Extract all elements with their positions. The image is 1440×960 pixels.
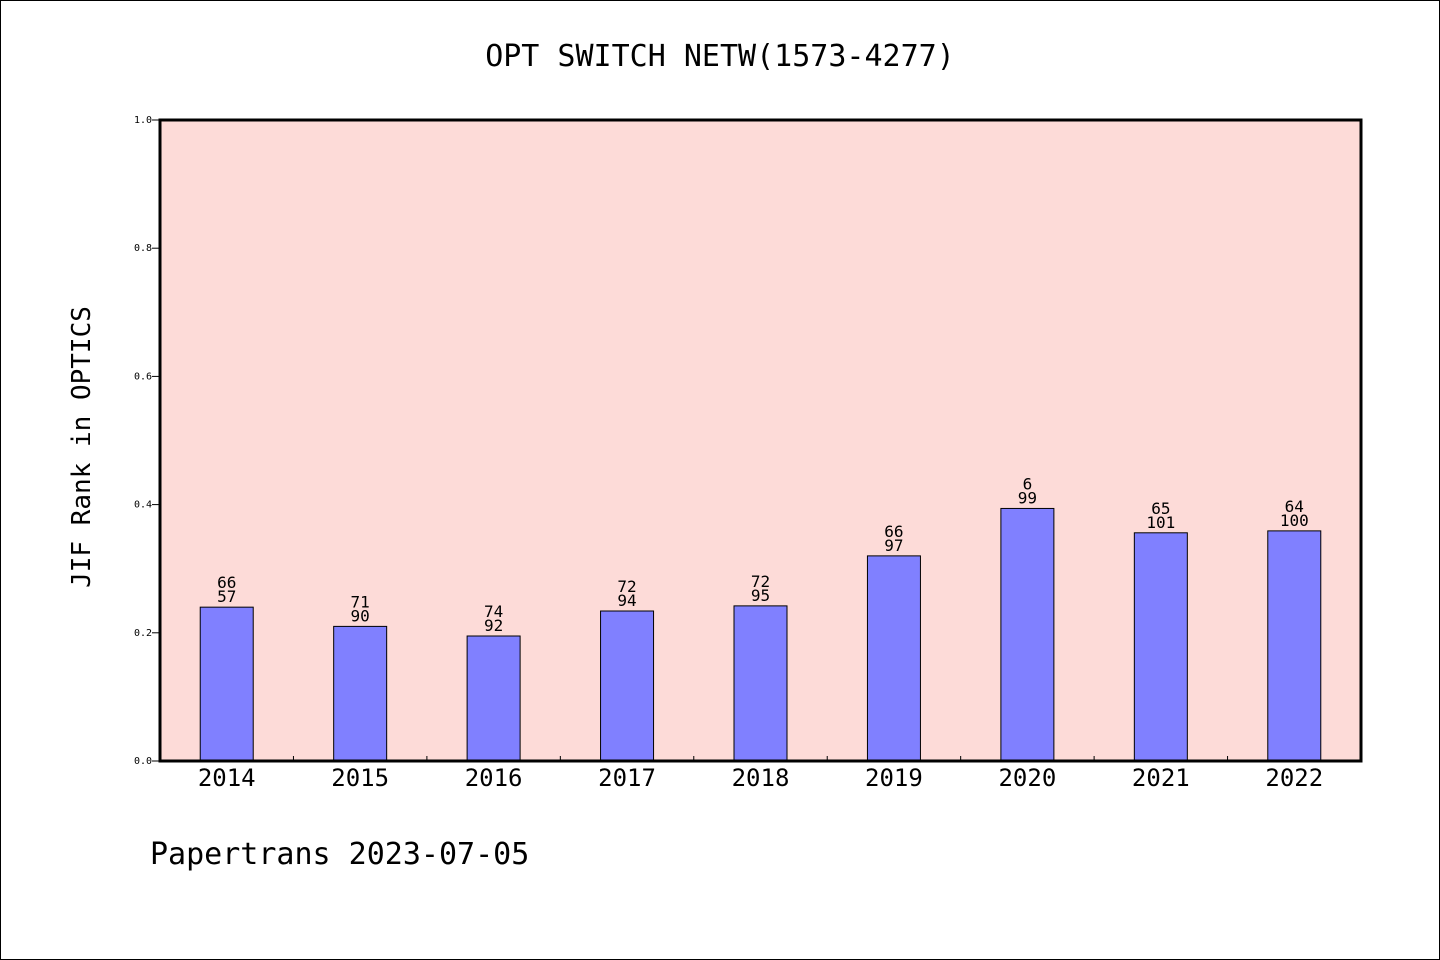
bar-2014 [199,606,254,762]
bar-2020 [1000,507,1055,762]
y-tick-label: 0.0 [134,756,152,767]
bar-data-label: 65 [1151,499,1170,518]
bar-2016 [466,635,521,762]
bar-data-label: 97 [884,536,903,555]
bar-data-label: 57 [217,587,236,606]
bar-data-label: 94 [617,591,636,610]
bar-data-label: 95 [751,586,770,605]
y-axis: 0.0 0.2 0.4 0.6 0.8 1.0 [134,115,160,767]
y-tick-label: 1.0 [134,115,152,126]
x-axis: 2014 2015 2016 2017 2018 2019 2020 2021 2022 [198,756,1323,792]
y-tick-label: 0.2 [134,628,152,639]
plot-border [158,118,1363,763]
bar-data-label: 90 [351,606,370,625]
bar-2019 [866,555,921,762]
x-tick-label: 2015 [331,764,389,792]
bar-2015 [333,625,388,762]
x-tick-label: 2017 [598,764,656,792]
bar-2022 [1267,530,1322,762]
bar-2018 [733,605,788,762]
footer-credit: Papertrans 2023-07-05 [150,837,529,872]
x-tick-label: 2020 [998,764,1056,792]
y-tick-label: 0.8 [134,243,152,254]
chart-title: OPT SWITCH NETW(1573-4277) [485,39,955,74]
bar-data-label: 99 [1018,488,1037,507]
x-tick-label: 2018 [732,764,790,792]
bar-data-label: 6 [1023,474,1033,493]
bar-data-label: 92 [484,616,503,635]
bar-data-label: 74 [484,602,503,621]
bar-2017 [600,610,655,762]
bar-data-label: 72 [751,572,770,591]
y-axis-label: JIF Rank in OPTICS [67,306,97,588]
x-tick-label: 2016 [465,764,523,792]
bar-2021 [1133,532,1188,762]
bar-data-label: 101 [1146,513,1175,532]
bar-data-label: 64 [1285,497,1304,516]
bar-data-label: 66 [217,573,236,592]
bar-data-label: 71 [351,592,370,611]
x-tick-label: 2019 [865,764,923,792]
bar-data-label: 100 [1280,511,1309,530]
x-tick-label: 2014 [198,764,256,792]
y-tick-label: 0.6 [134,371,152,382]
x-tick-label: 2021 [1132,764,1190,792]
bar-data-label: 72 [617,577,636,596]
bar-data-label: 66 [884,522,903,541]
x-tick-label: 2022 [1265,764,1323,792]
y-tick-label: 0.4 [134,500,152,511]
